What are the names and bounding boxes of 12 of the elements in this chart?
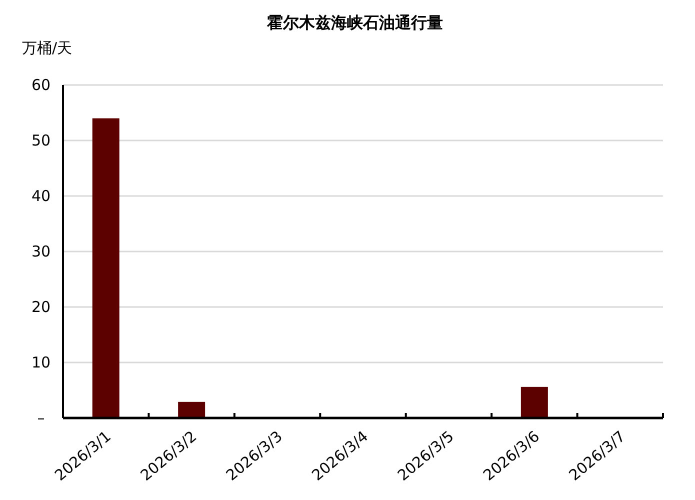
bar (520, 386, 548, 418)
y-tick-label: 50 (31, 132, 51, 150)
bar (178, 402, 206, 418)
y-axis-title: 万桶/天 (22, 39, 72, 57)
chart-title: 霍尔木兹海峡石油通行量 (266, 13, 443, 32)
y-tick-label: 20 (31, 298, 51, 316)
y-tick-label: 30 (31, 242, 51, 260)
bar (92, 118, 120, 418)
y-tick-label: 60 (31, 76, 51, 94)
y-tick-label: 40 (31, 187, 51, 205)
y-tick-label: – (37, 409, 45, 427)
y-tick-label: 10 (31, 354, 51, 372)
